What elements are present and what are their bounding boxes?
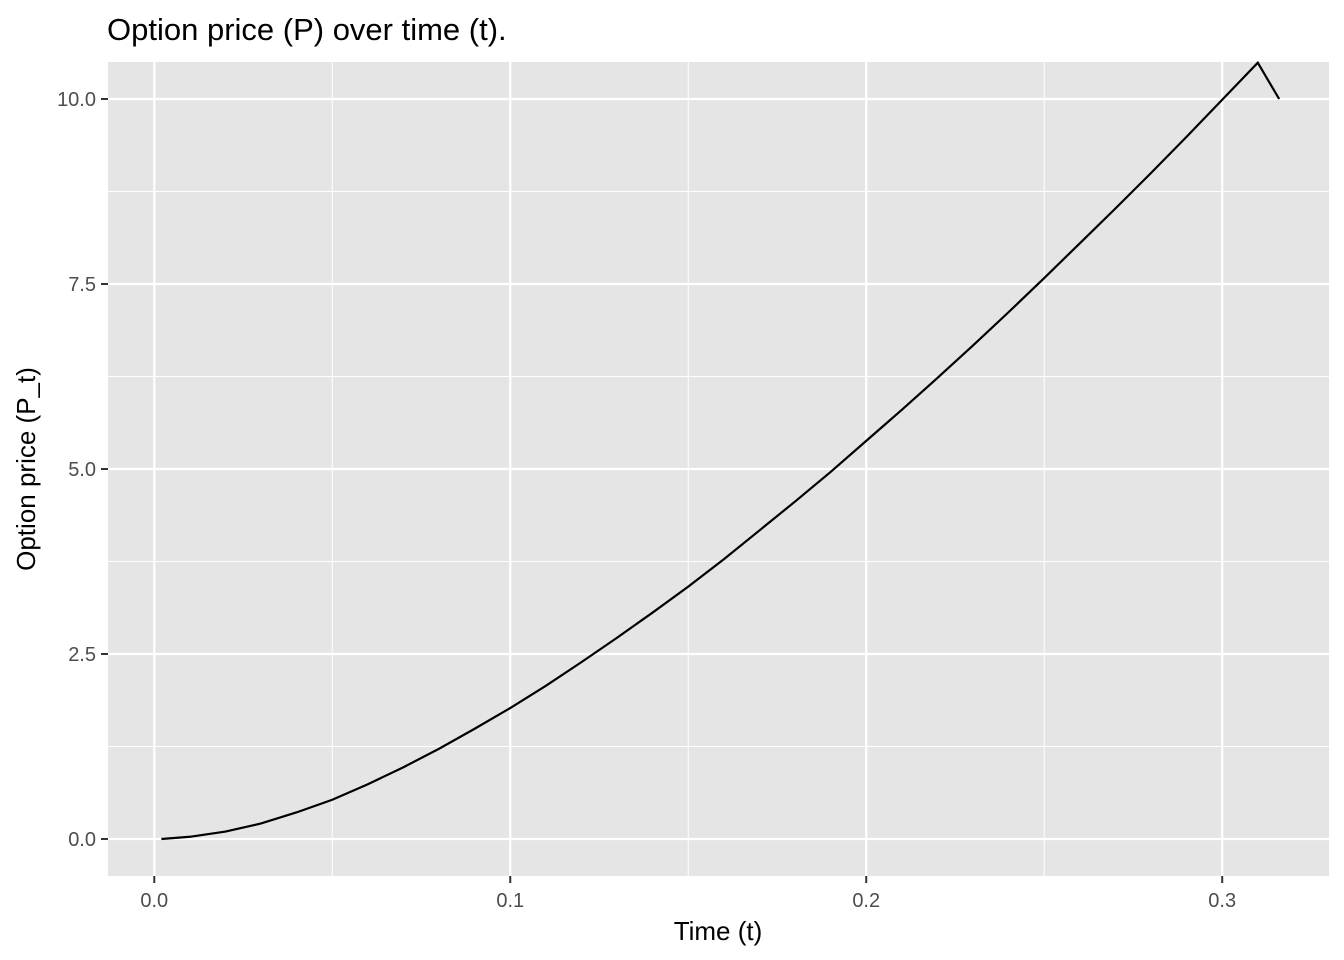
y-tick-label: 5.0 <box>68 459 96 481</box>
y-tick-label: 7.5 <box>68 274 96 296</box>
x-tick-label: 0.0 <box>140 890 168 912</box>
x-axis: 0.0 0.1 0.2 0.3 <box>140 876 1236 912</box>
y-tick-label: 2.5 <box>68 644 96 666</box>
x-tick-label: 0.3 <box>1208 890 1236 912</box>
y-tick-label: 10.0 <box>57 89 96 111</box>
grid-major <box>108 62 1329 876</box>
series-line <box>161 60 1281 841</box>
chart-title: Option price (P) over time (t). <box>107 12 507 47</box>
x-tick-label: 0.2 <box>852 890 880 912</box>
y-axis-label: Option price (P_t) <box>11 367 41 571</box>
y-axis: 0.0 2.5 5.0 7.5 10.0 <box>57 89 108 851</box>
x-tick-label: 0.1 <box>496 890 524 912</box>
x-axis-label: Time (t) <box>674 916 763 946</box>
y-tick-label: 0.0 <box>68 829 96 851</box>
